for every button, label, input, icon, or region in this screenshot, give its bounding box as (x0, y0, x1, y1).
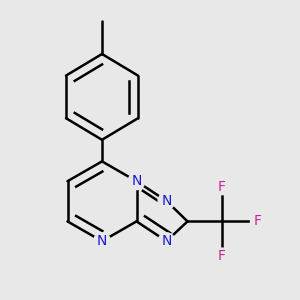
Circle shape (128, 173, 145, 190)
Circle shape (214, 248, 230, 263)
Circle shape (214, 180, 230, 195)
Circle shape (158, 193, 175, 209)
Circle shape (158, 233, 175, 250)
Text: N: N (161, 194, 172, 208)
Text: F: F (218, 249, 226, 262)
Text: N: N (131, 174, 142, 188)
Text: N: N (161, 234, 172, 248)
Circle shape (250, 214, 266, 229)
Circle shape (94, 233, 110, 250)
Text: F: F (254, 214, 262, 228)
Text: F: F (218, 180, 226, 194)
Text: N: N (97, 234, 107, 248)
